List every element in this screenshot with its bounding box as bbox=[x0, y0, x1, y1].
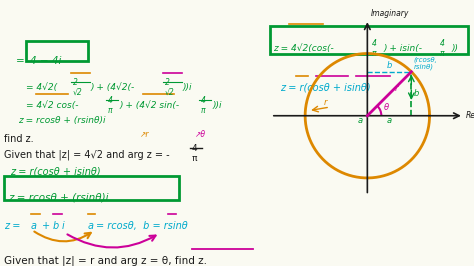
Text: z = rcosθ + (rsinθ)i: z = rcosθ + (rsinθ)i bbox=[8, 192, 109, 202]
Text: π: π bbox=[201, 106, 206, 115]
Text: 4: 4 bbox=[440, 39, 445, 48]
Text: ))i: ))i bbox=[213, 101, 222, 110]
Text: √2: √2 bbox=[165, 88, 175, 97]
Text: 2: 2 bbox=[73, 78, 78, 87]
Text: Real: Real bbox=[465, 111, 474, 120]
Text: b: b bbox=[53, 221, 59, 231]
Text: ) + (4√2 sin(-: ) + (4√2 sin(- bbox=[120, 101, 180, 110]
Text: z = rcosθ + (rsinθ)i: z = rcosθ + (rsinθ)i bbox=[18, 116, 106, 125]
Text: a: a bbox=[387, 116, 392, 125]
Text: π: π bbox=[372, 49, 377, 58]
Text: z = r(cosθ + isinθ): z = r(cosθ + isinθ) bbox=[10, 166, 100, 176]
Text: a: a bbox=[31, 221, 37, 231]
Bar bbox=[270, 26, 468, 54]
Text: r: r bbox=[324, 98, 328, 107]
Text: +: + bbox=[42, 221, 53, 231]
Text: r: r bbox=[395, 84, 398, 93]
Text: = 4√2(: = 4√2( bbox=[26, 83, 57, 92]
Text: 4: 4 bbox=[372, 39, 377, 48]
Text: ) + isin(-: ) + isin(- bbox=[384, 44, 423, 53]
Text: Given that |z| = r and arg z = θ, find z.: Given that |z| = r and arg z = θ, find z… bbox=[4, 256, 207, 266]
Text: = rcosθ,  b = rsinθ: = rcosθ, b = rsinθ bbox=[96, 221, 188, 231]
Text: ↗θ: ↗θ bbox=[195, 130, 206, 139]
Text: ) + (4√2(-: ) + (4√2(- bbox=[91, 83, 135, 92]
Text: θ: θ bbox=[384, 102, 389, 111]
Text: 4: 4 bbox=[108, 96, 113, 105]
Text: b: b bbox=[414, 89, 419, 98]
Text: z =: z = bbox=[4, 221, 24, 231]
Text: )): )) bbox=[452, 44, 459, 53]
Text: 2: 2 bbox=[165, 78, 170, 87]
Text: find z.: find z. bbox=[4, 134, 34, 144]
Bar bbox=[4, 176, 179, 200]
Text: z = 4√2(cos(-: z = 4√2(cos(- bbox=[273, 44, 334, 53]
Text: = 4√2 cos(-: = 4√2 cos(- bbox=[26, 101, 79, 110]
Text: a: a bbox=[357, 116, 363, 125]
Text: Given that |z| = 4√2 and arg z = -: Given that |z| = 4√2 and arg z = - bbox=[4, 149, 170, 160]
Text: z = r(cosθ + isinθ): z = r(cosθ + isinθ) bbox=[280, 83, 371, 93]
Text: ↗r: ↗r bbox=[140, 130, 149, 139]
Text: π: π bbox=[192, 154, 198, 163]
Text: a: a bbox=[88, 221, 94, 231]
Text: 4 − 4i: 4 − 4i bbox=[30, 56, 61, 66]
Text: Imaginary: Imaginary bbox=[371, 9, 409, 18]
Text: √2: √2 bbox=[73, 88, 83, 97]
Text: ))i: ))i bbox=[183, 83, 192, 92]
Text: 4: 4 bbox=[201, 96, 206, 105]
Text: =: = bbox=[16, 56, 28, 66]
Text: π: π bbox=[108, 106, 113, 115]
Text: π: π bbox=[440, 49, 445, 58]
Text: b: b bbox=[387, 61, 392, 70]
Text: (rcosθ,
rsinθ): (rcosθ, rsinθ) bbox=[414, 56, 438, 70]
Text: 4: 4 bbox=[192, 144, 198, 153]
Text: i: i bbox=[62, 221, 65, 231]
Bar bbox=[26, 41, 88, 61]
